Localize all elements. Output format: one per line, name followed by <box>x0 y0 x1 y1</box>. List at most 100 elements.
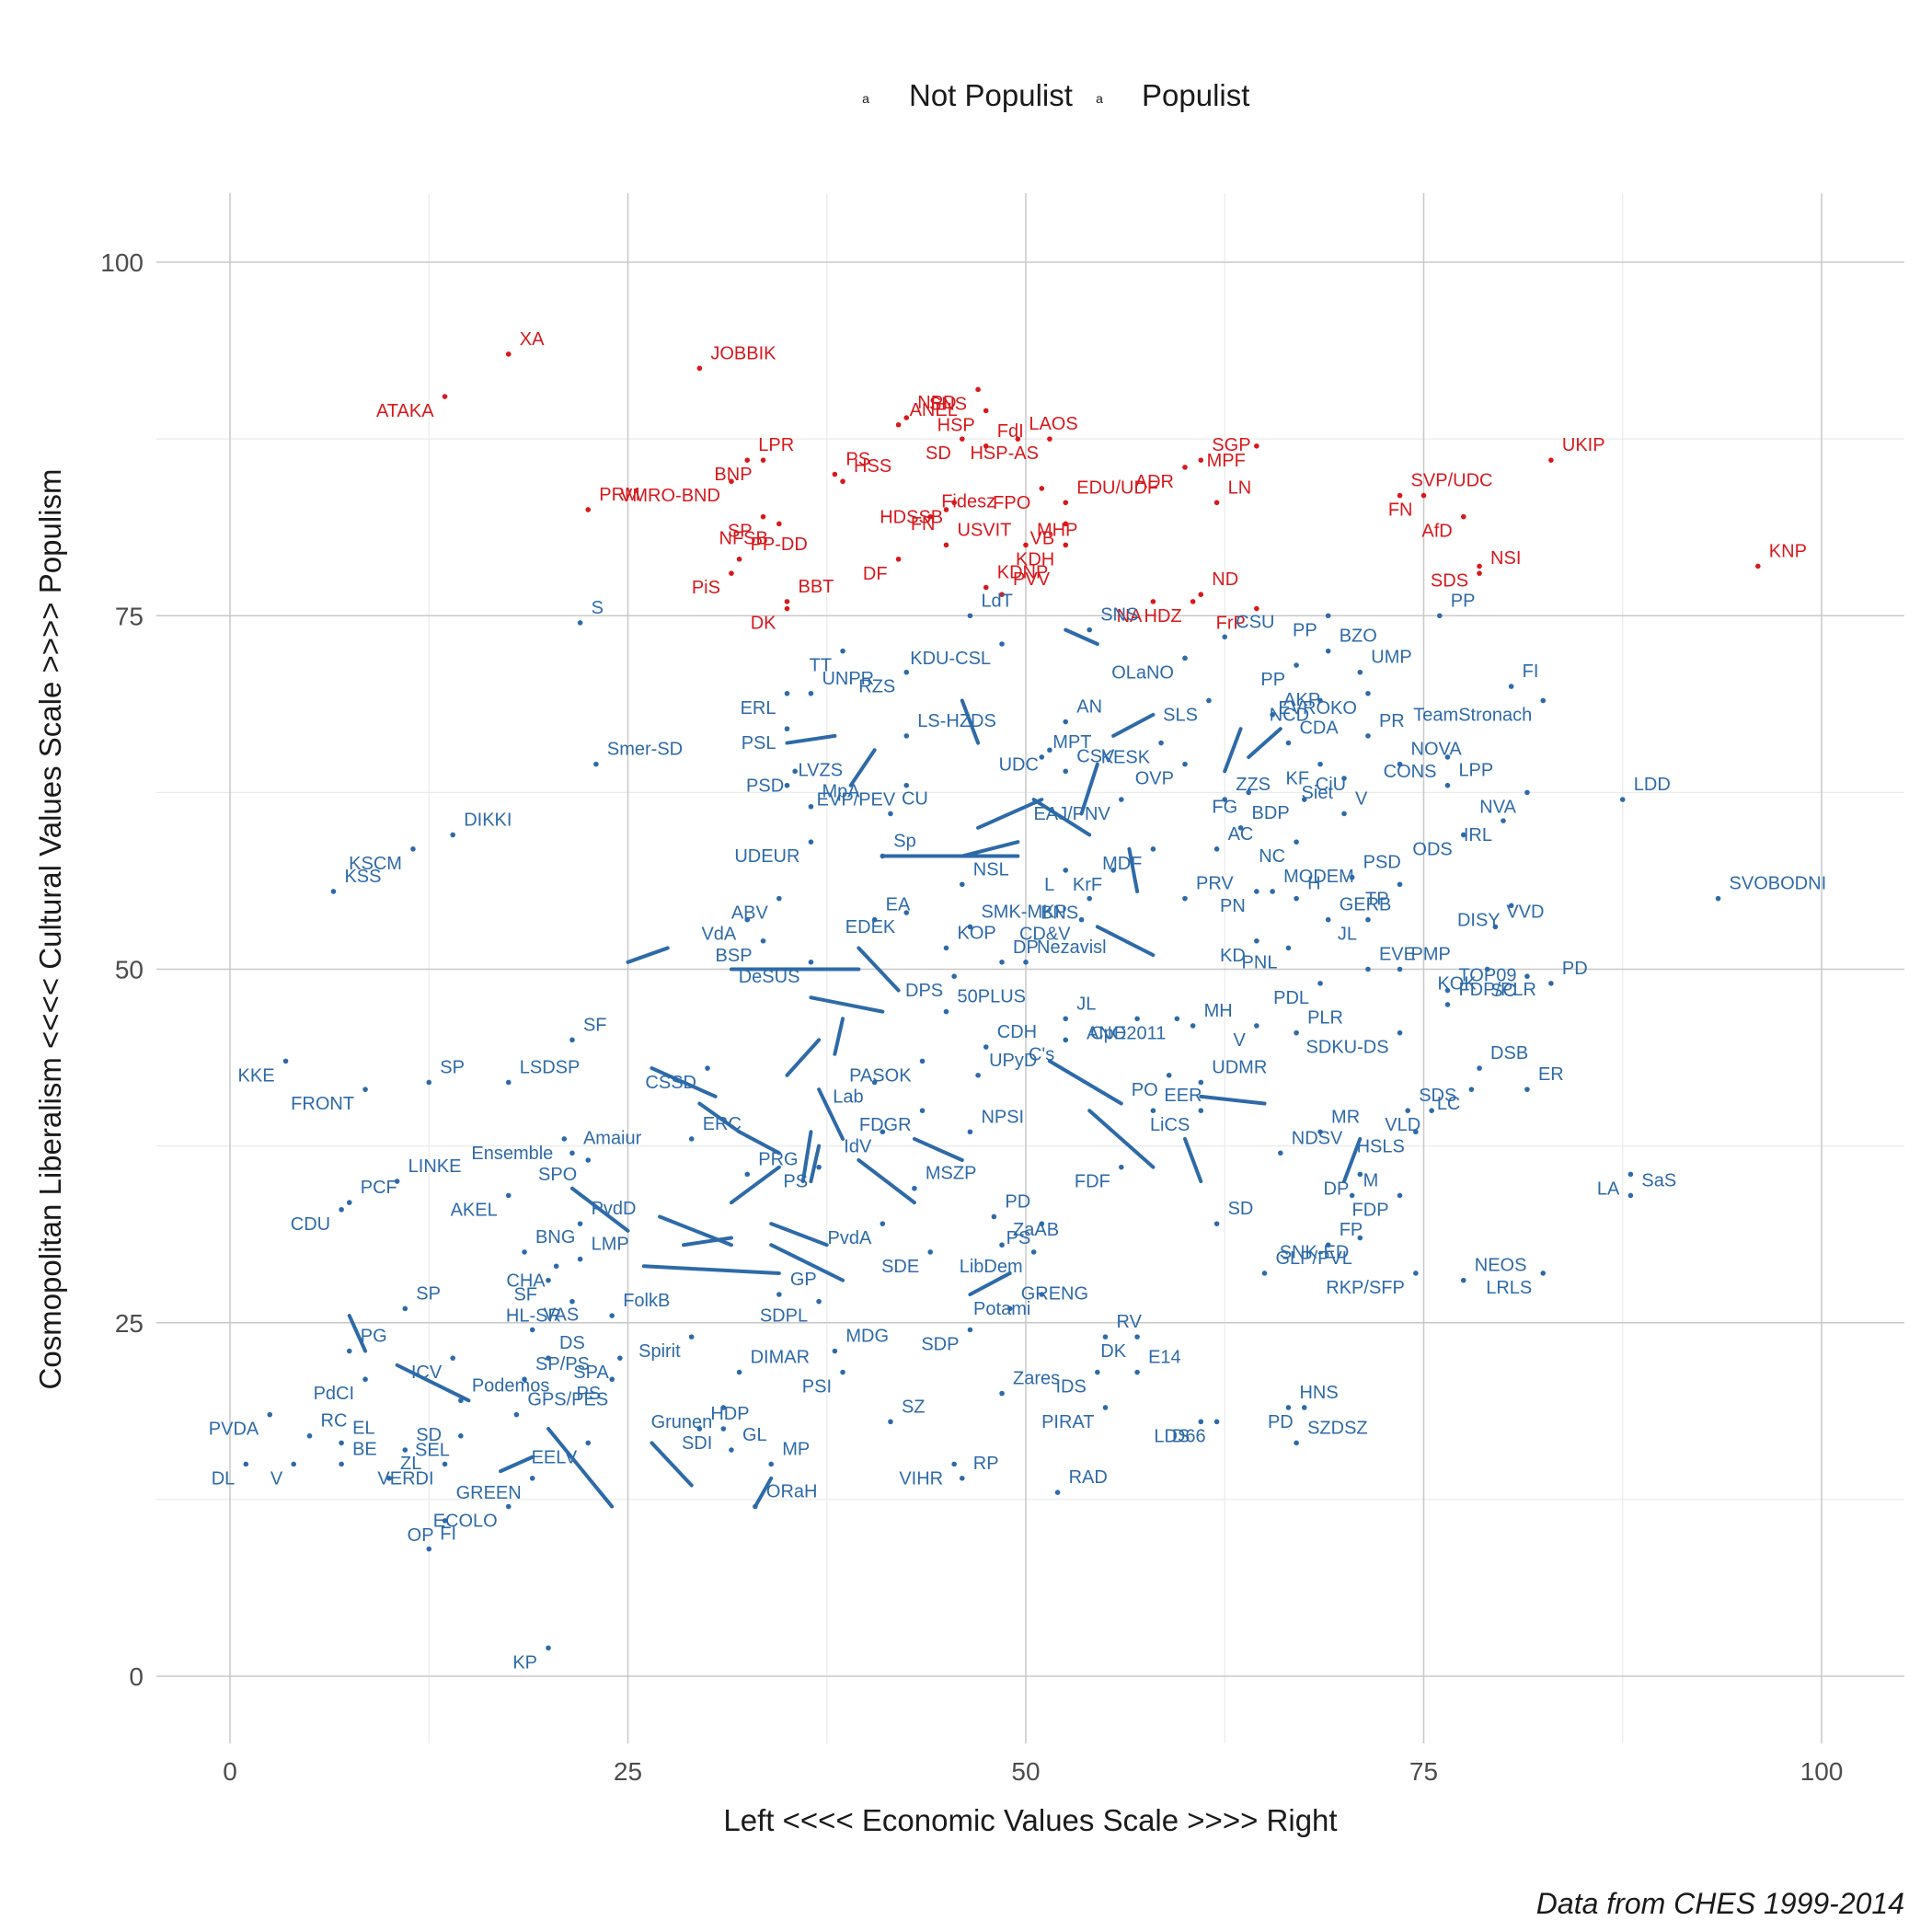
party-label: FDP/PLR <box>1458 980 1535 1000</box>
party-label: GERB <box>1340 895 1392 915</box>
party-label: LdT <box>981 591 1012 611</box>
party-point <box>776 521 782 527</box>
party-label: PSI <box>802 1377 832 1397</box>
party-label: HDZ <box>1144 606 1182 627</box>
party-label: BNP <box>714 465 752 485</box>
party-label: LDS <box>1154 1426 1190 1446</box>
party-label: SDS <box>1419 1086 1456 1106</box>
party-label: MR <box>1331 1107 1360 1127</box>
party-point <box>1182 655 1188 661</box>
party-label: NCD <box>1270 705 1309 725</box>
party-label: PIRAT <box>1041 1412 1094 1432</box>
party-label: BNS <box>1041 903 1078 924</box>
party-label: MODEM <box>1283 867 1354 887</box>
party-label: PR <box>1379 711 1405 731</box>
party-label: SD <box>926 443 951 464</box>
party-point <box>744 457 751 463</box>
party-point <box>546 1277 551 1283</box>
party-label: DK <box>1100 1341 1126 1362</box>
party-point <box>1460 513 1466 520</box>
party-point <box>1270 712 1275 718</box>
party-label: PRM <box>599 485 639 505</box>
party-point <box>816 1164 822 1170</box>
party-label: DIKKI <box>464 810 512 830</box>
party-point <box>1317 981 1323 986</box>
party-label: VMRO-BND <box>620 486 720 506</box>
party-label: BBT <box>799 577 834 597</box>
party-label: VVD <box>1506 902 1544 922</box>
party-trajectory <box>1183 1136 1203 1184</box>
party-point <box>442 1518 448 1524</box>
legend-label-not-populist: Not Populist <box>909 78 1073 112</box>
party-point <box>967 924 973 930</box>
party-point <box>943 542 949 548</box>
party-label: NFSB <box>719 528 768 548</box>
party-label: FN <box>911 514 936 535</box>
party-label: KD <box>1220 946 1246 966</box>
party-point <box>768 1461 774 1467</box>
party-label: CDA <box>1299 719 1339 739</box>
party-point <box>975 1072 981 1078</box>
party-label: ORaH <box>766 1482 818 1502</box>
party-label: LPR <box>758 435 794 455</box>
party-label: Grunen <box>651 1412 713 1432</box>
party-trajectory <box>848 748 877 788</box>
party-label: Amaiur <box>583 1128 642 1148</box>
party-point <box>1444 782 1451 788</box>
party-point <box>585 1440 592 1446</box>
party-point <box>522 1376 527 1383</box>
party-label: KDNP <box>997 563 1049 583</box>
party-point <box>895 556 902 562</box>
party-label: KOP <box>958 923 996 943</box>
party-label: DSB <box>1490 1043 1528 1064</box>
party-label: PP <box>1451 591 1476 611</box>
party-label: SaS <box>1641 1170 1676 1190</box>
party-label: KF <box>1285 769 1309 789</box>
party-label: L <box>1044 875 1054 895</box>
party-trajectory <box>800 1130 813 1184</box>
party-point <box>505 1503 512 1510</box>
party-label: NDSV <box>1292 1128 1343 1148</box>
party-label: Podemos <box>472 1375 550 1396</box>
party-label: VdA <box>701 925 736 945</box>
party-label: LS-HZDS <box>917 711 996 731</box>
party-point <box>442 1461 448 1467</box>
party-label: DeSUS <box>739 967 800 987</box>
party-point <box>983 1044 989 1050</box>
party-point <box>1213 1419 1220 1425</box>
party-label: ADR <box>1135 472 1174 492</box>
party-point <box>529 1476 535 1481</box>
party-label: ANO2011 <box>1087 1023 1166 1043</box>
party-point <box>943 1008 949 1015</box>
party-point <box>330 889 337 894</box>
party-label: MDF <box>1102 854 1142 874</box>
party-point <box>1182 895 1188 902</box>
party-point <box>784 599 790 604</box>
party-label: PvdD <box>592 1199 637 1219</box>
party-point <box>546 1645 551 1651</box>
party-label: FdI <box>997 421 1024 442</box>
party-label: MPF <box>1207 451 1246 471</box>
party-point <box>339 1440 344 1446</box>
party-label: LDD <box>1634 775 1671 795</box>
party-label: DP <box>1324 1179 1350 1199</box>
party-point <box>1365 966 1371 972</box>
party-label: PP <box>1260 670 1285 690</box>
party-label: GRENG <box>1021 1283 1088 1304</box>
party-point <box>1420 492 1427 499</box>
party-label: LAOS <box>1029 414 1077 434</box>
party-point <box>983 443 989 449</box>
party-label: MHP <box>1037 520 1077 540</box>
party-point <box>1134 1016 1140 1022</box>
party-label: RKP/SFP <box>1326 1278 1405 1298</box>
party-point <box>1627 1192 1634 1199</box>
party-point <box>1087 895 1092 902</box>
y-tick-label: 0 <box>129 1662 144 1691</box>
party-label: KrF <box>1073 875 1102 895</box>
party-point <box>784 605 790 612</box>
party-point <box>529 1327 535 1333</box>
party-label: CDH <box>997 1022 1037 1042</box>
party-point <box>339 1206 344 1213</box>
party-label: PvdA <box>827 1228 871 1248</box>
party-trajectory <box>785 733 837 745</box>
